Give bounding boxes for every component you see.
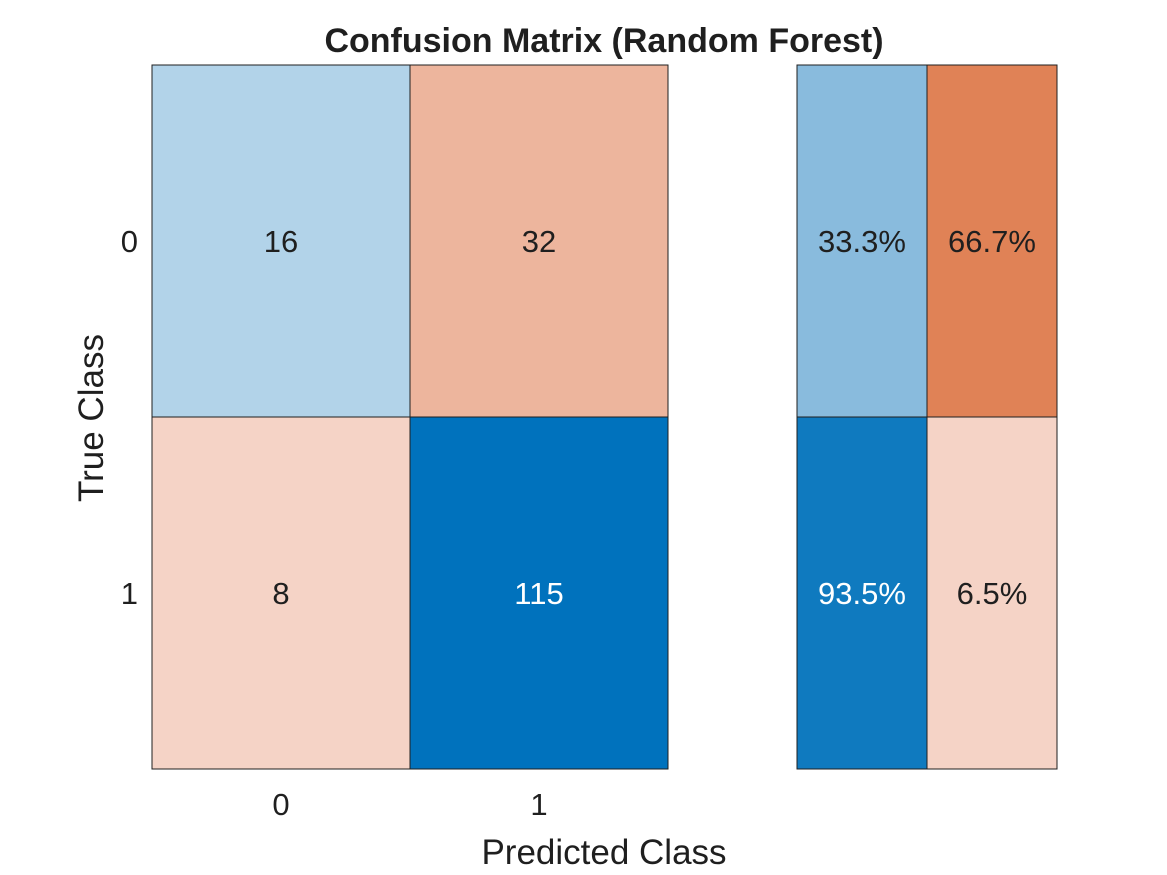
y-tick-label: 1 <box>121 576 138 611</box>
cell-value-label: 8 <box>272 576 289 611</box>
matrix-cell <box>926 64 1058 418</box>
matrix-cell <box>409 64 669 418</box>
matrix-cell <box>926 416 1058 770</box>
matrix-cell <box>151 416 411 770</box>
x-tick-label: 1 <box>530 787 547 822</box>
cell-value-label: 66.7% <box>948 224 1036 259</box>
cell-value-label: 16 <box>264 224 298 259</box>
matrix-cell <box>151 64 411 418</box>
matrix-cell <box>409 416 669 770</box>
cell-value-label: 33.3% <box>818 224 906 259</box>
confusion-matrix: 16 32 8 115 0 1 0 1 <box>121 64 669 822</box>
chart-title: Confusion Matrix (Random Forest) <box>324 22 883 60</box>
cell-value-label: 93.5% <box>818 576 906 611</box>
y-axis-label: True Class <box>72 334 111 502</box>
cell-value-label: 6.5% <box>957 576 1028 611</box>
matrix-cell <box>796 416 928 770</box>
cell-value-label: 115 <box>514 576 563 611</box>
x-tick-label: 0 <box>272 787 289 822</box>
matrix-cell <box>796 64 928 418</box>
x-axis-label: Predicted Class <box>481 833 726 872</box>
cell-value-label: 32 <box>522 224 556 259</box>
row-normalized-summary: 33.3% 66.7% 93.5% 6.5% <box>796 64 1058 770</box>
y-tick-label: 0 <box>121 224 138 259</box>
